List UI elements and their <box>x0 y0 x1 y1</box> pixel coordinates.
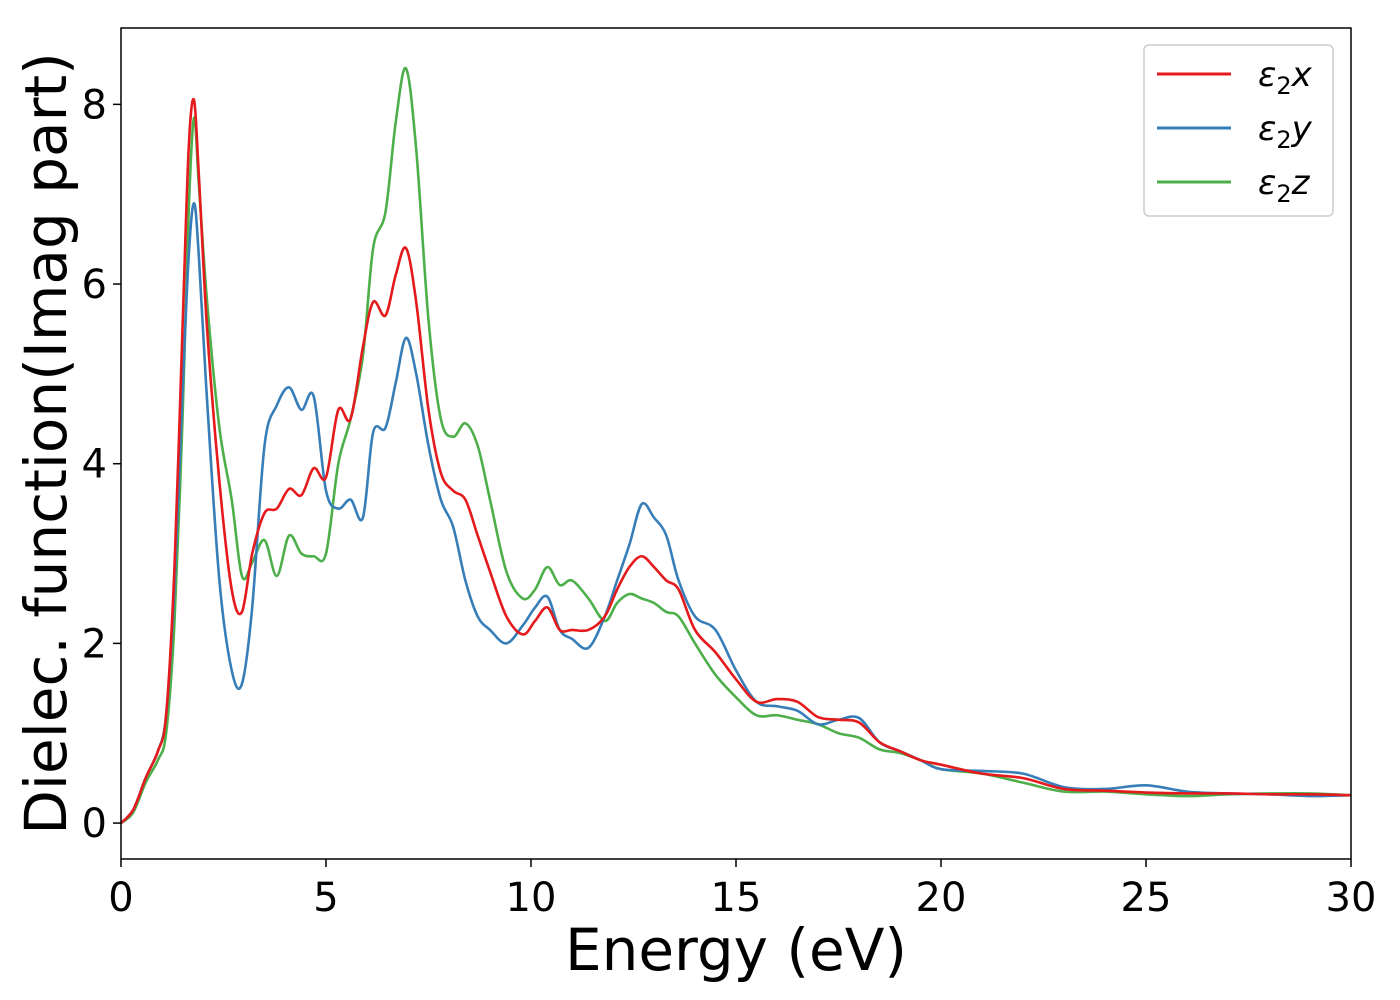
y-tick-label: 4 <box>82 442 107 488</box>
y-axis-title: Dielec. function(Imag part) <box>12 52 80 835</box>
x-tick-label: 5 <box>313 875 338 921</box>
x-tick-label: 30 <box>1326 875 1377 921</box>
legend: ε2x ε2y ε2z <box>1143 44 1334 217</box>
x-axis-ticks: 0 5 10 15 20 25 30 <box>108 859 1376 921</box>
legend-label-y: ε2y <box>1258 109 1313 154</box>
y-tick-label: 6 <box>82 262 107 308</box>
series-line-z <box>121 67 1351 825</box>
plot-frame <box>120 27 1352 860</box>
series-line-x <box>121 97 1351 825</box>
x-tick-label: 15 <box>711 875 762 921</box>
series-line-y <box>121 201 1351 825</box>
x-tick-label: 25 <box>1121 875 1172 921</box>
legend-label-z: ε2z <box>1258 163 1311 208</box>
legend-box <box>1143 44 1334 217</box>
x-axis-title: Energy (eV) <box>565 916 907 984</box>
x-tick-label: 0 <box>108 875 133 921</box>
y-tick-label: 2 <box>82 621 107 667</box>
y-tick-label: 8 <box>82 82 107 128</box>
y-tick-label: 0 <box>82 801 107 847</box>
series-lines <box>121 67 1351 825</box>
legend-label-x: ε2x <box>1258 55 1313 100</box>
x-tick-label: 10 <box>506 875 557 921</box>
y-axis-ticks: 0 2 4 6 8 <box>82 82 121 847</box>
legend-entries: ε2x ε2y ε2z <box>1157 55 1313 208</box>
x-tick-label: 20 <box>916 875 967 921</box>
